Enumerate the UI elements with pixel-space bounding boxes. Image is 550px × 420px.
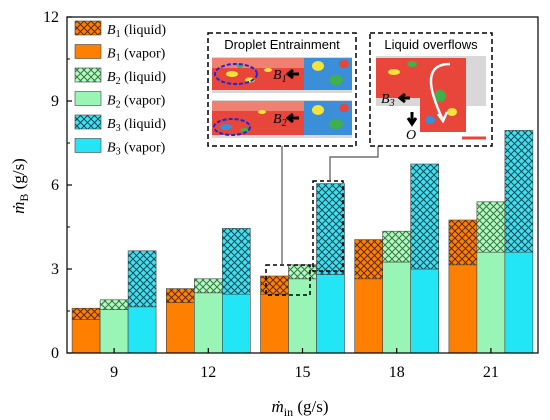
y-tick-label: 6 xyxy=(51,177,59,194)
bar-b1-liquid-18 xyxy=(354,239,384,280)
bar-b2-liquid-21 xyxy=(476,201,506,253)
legend-label-b1-vapor: B1 (vapor) xyxy=(107,47,166,64)
bar-b1-vapor-15 xyxy=(260,293,289,354)
bar-b1-vapor-9 xyxy=(71,319,101,354)
bar-b1-vapor-12 xyxy=(166,302,195,354)
connector-overflow xyxy=(329,146,379,181)
bar-b2-liquid-9 xyxy=(99,299,129,310)
legend-swatch-b2-liquid xyxy=(74,67,102,83)
x-axis-title: ṁin (g/s) xyxy=(271,397,328,419)
bar-b3-vapor-18 xyxy=(410,268,440,354)
highlight-box-15-b3 xyxy=(312,180,344,272)
bar-b1-vapor-18 xyxy=(354,278,384,354)
overflow-pipe-image xyxy=(376,56,486,140)
bar-b3-liquid-12 xyxy=(222,228,251,295)
highlight-box-15-b1 xyxy=(265,264,311,296)
legend-swatch-b1-liquid xyxy=(74,20,102,36)
bar-b1-liquid-12 xyxy=(166,288,195,303)
x-tick-label: 18 xyxy=(389,364,405,381)
inset-droplet-title: Droplet Entrainment xyxy=(224,37,340,52)
bar-b3-liquid-9 xyxy=(127,250,157,308)
droplet-pipe-image-bottom xyxy=(212,100,352,138)
legend-label-b1-liquid: B1 (liquid) xyxy=(107,23,166,40)
legend-swatch-b3-liquid xyxy=(74,114,102,130)
inset-label-o: O xyxy=(406,128,416,143)
y-tick-label: 12 xyxy=(43,9,59,26)
bar-b3-vapor-12 xyxy=(222,293,251,354)
bar-b3-liquid-18 xyxy=(410,163,440,270)
legend-label-b2-liquid: B2 (liquid) xyxy=(107,70,166,87)
y-tick-label: 0 xyxy=(51,345,59,362)
bar-b3-liquid-15 xyxy=(316,183,345,275)
droplet-pipe-image-top xyxy=(212,57,352,93)
bar-b1-liquid-15 xyxy=(260,275,289,295)
legend-swatch-b1-vapor xyxy=(74,44,102,59)
inset-label-b3: B3 xyxy=(381,92,395,109)
x-tick-label: 12 xyxy=(200,364,216,381)
bar-b2-vapor-12 xyxy=(194,292,223,354)
y-tick-label: 9 xyxy=(51,93,59,110)
bar-b2-liquid-12 xyxy=(194,278,223,294)
bar-b2-vapor-15 xyxy=(288,278,317,354)
bar-b3-vapor-21 xyxy=(504,251,534,354)
bar-b2-vapor-9 xyxy=(99,309,129,354)
inset-label-b1: B1 xyxy=(273,68,287,85)
x-tick-label: 15 xyxy=(295,364,311,381)
x-tick-label: 9 xyxy=(110,364,118,381)
legend-label-b2-vapor: B2 (vapor) xyxy=(107,94,166,111)
inset-droplet-entrainment: Droplet Entrainment B1 xyxy=(207,32,357,147)
bar-b1-vapor-21 xyxy=(448,264,478,354)
y-axis-title: ṁB (g/s) xyxy=(9,158,31,214)
x-tick-label: 21 xyxy=(483,364,499,381)
inset-label-b2: B2 xyxy=(273,112,287,129)
inset-overflow-title: Liquid overflows xyxy=(384,37,478,52)
legend-swatch-b2-vapor xyxy=(74,91,102,106)
legend: B1 (liquid) B1 (vapor) B2 (liquid) B2 (vapo… xyxy=(74,20,166,158)
bar-b3-vapor-9 xyxy=(127,306,157,354)
bar-b3-vapor-15 xyxy=(316,274,345,354)
bar-b2-vapor-21 xyxy=(476,251,506,354)
bar-b1-liquid-9 xyxy=(71,307,101,320)
bar-b2-liquid-18 xyxy=(382,230,412,263)
bar-b3-liquid-21 xyxy=(504,130,534,253)
bar-b2-vapor-18 xyxy=(382,261,412,354)
bar-b1-liquid-21 xyxy=(448,219,478,266)
y-tick-label: 3 xyxy=(51,261,59,278)
legend-label-b3-liquid: B3 (liquid) xyxy=(107,117,166,134)
inset-liquid-overflows: Liquid overflows B3 O xyxy=(369,32,493,147)
legend-label-b3-vapor: B3 (vapor) xyxy=(107,141,166,158)
legend-swatch-b3-vapor xyxy=(74,138,102,153)
